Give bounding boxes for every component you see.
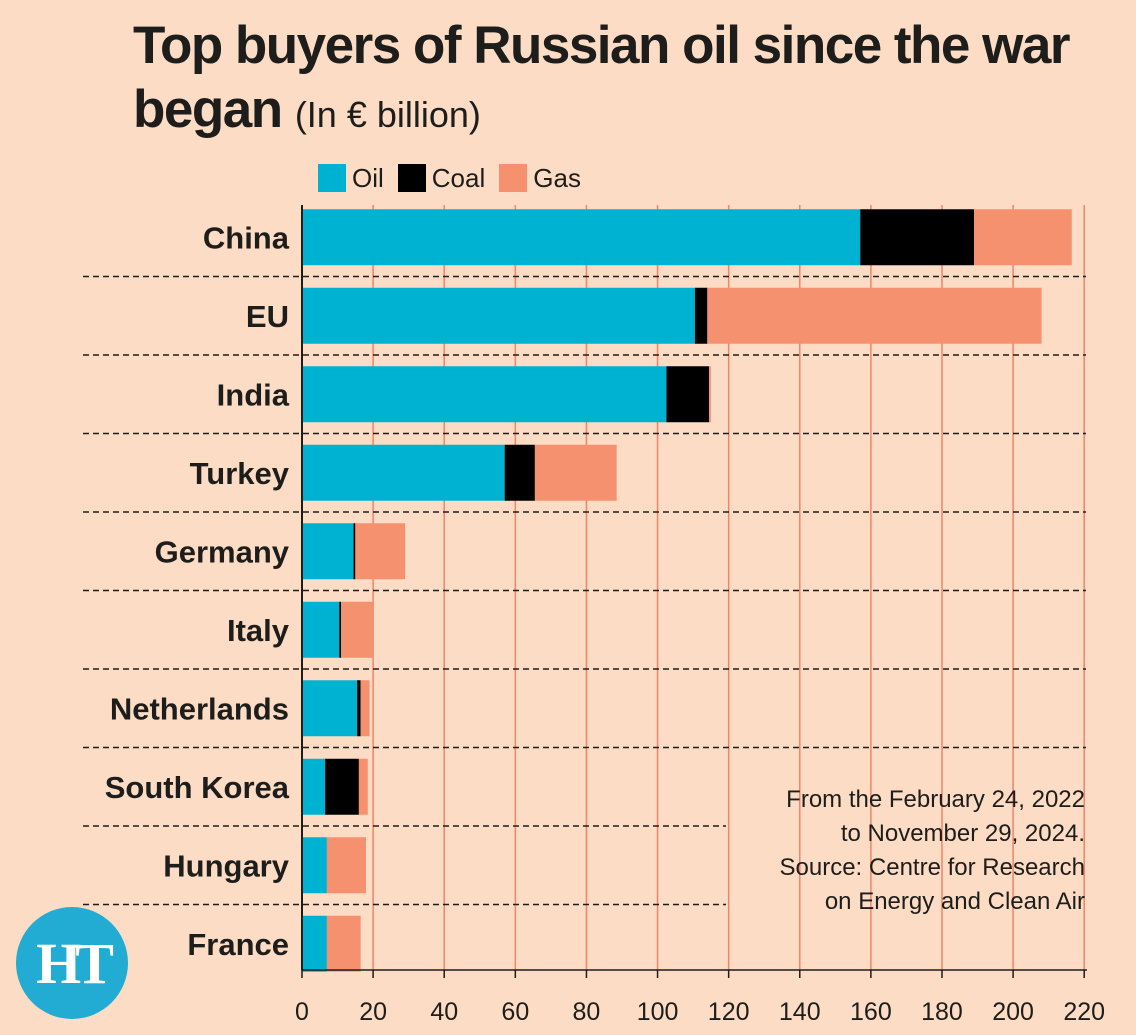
bar-oil — [302, 209, 861, 266]
title-unit: (In € billion) — [294, 94, 481, 135]
legend-item-coal: Coal — [397, 162, 486, 194]
tick-label: 120 — [708, 998, 750, 1026]
bar-coal — [357, 680, 361, 737]
bar-coal — [339, 601, 342, 658]
bar-coal — [694, 287, 708, 344]
legend-label: Coal — [431, 162, 486, 193]
category-label: Netherlands — [110, 691, 289, 726]
category-label: Turkey — [190, 456, 290, 491]
bar-gas — [341, 601, 374, 658]
category-label: Germany — [155, 534, 290, 569]
tick-label: 80 — [573, 998, 601, 1026]
bar-oil — [302, 523, 354, 580]
legend-label: Oil — [352, 162, 384, 193]
bar-coal — [504, 444, 535, 501]
chart-title: Top buyers of Russian oil since the war … — [133, 14, 1123, 147]
tick-label: 220 — [1063, 998, 1105, 1026]
bar-oil — [302, 680, 358, 737]
tick-label: 200 — [992, 998, 1034, 1026]
tick-label: 40 — [430, 998, 458, 1026]
bar-gas — [360, 680, 370, 737]
bar-oil — [302, 915, 327, 972]
bar-oil — [302, 758, 326, 815]
tick-label: 60 — [501, 998, 529, 1026]
legend: Oil Coal Gas — [318, 163, 595, 193]
note-line: on Energy and Clean Air — [824, 888, 1085, 915]
title-main: Top buyers of Russian oil since the war … — [133, 16, 1070, 139]
bar-gas — [355, 523, 406, 580]
bar-coal — [860, 209, 974, 266]
tick-label: 0 — [295, 998, 309, 1026]
bar-gas — [326, 915, 361, 972]
legend-item-oil: Oil — [318, 163, 384, 194]
bar-gas — [707, 287, 1042, 344]
bar-oil — [302, 366, 667, 423]
legend-swatch — [318, 164, 346, 192]
bar-gas — [534, 444, 617, 501]
bar-coal — [666, 366, 710, 423]
bar-gas — [358, 758, 368, 815]
legend-label: Gas — [533, 162, 581, 193]
category-label: Italy — [227, 613, 290, 648]
tick-label: 160 — [850, 998, 892, 1026]
legend-swatch — [397, 164, 426, 192]
bar-coal — [353, 523, 356, 580]
bar-gas — [709, 366, 711, 423]
note-line: to November 29, 2024. — [840, 820, 1085, 847]
ht-logo: HT — [16, 907, 128, 1019]
source-note: From the February 24, 2022 to November 2… — [780, 783, 1085, 919]
note-line: Source: Centre for Research — [779, 854, 1085, 881]
tick-label: 20 — [359, 998, 387, 1026]
tick-label: 140 — [779, 998, 821, 1026]
category-label: EU — [246, 299, 289, 334]
category-label: France — [187, 927, 289, 962]
legend-swatch — [499, 164, 528, 192]
bar-oil — [302, 287, 695, 344]
bar-coal — [325, 758, 359, 815]
note-line: From the February 24, 2022 — [786, 786, 1085, 813]
category-label: China — [203, 220, 290, 255]
legend-item-gas: Gas — [499, 163, 581, 194]
category-label: South Korea — [105, 770, 290, 805]
category-label: India — [217, 377, 290, 412]
bar-oil — [302, 601, 340, 658]
tick-label: 180 — [921, 998, 963, 1026]
bar-oil — [302, 837, 327, 894]
bar-gas — [326, 837, 366, 894]
bar-gas — [973, 209, 1072, 266]
logo-text: HT — [36, 930, 114, 996]
tick-label: 100 — [637, 998, 679, 1026]
category-label: Hungary — [163, 848, 290, 883]
bar-oil — [302, 444, 505, 501]
